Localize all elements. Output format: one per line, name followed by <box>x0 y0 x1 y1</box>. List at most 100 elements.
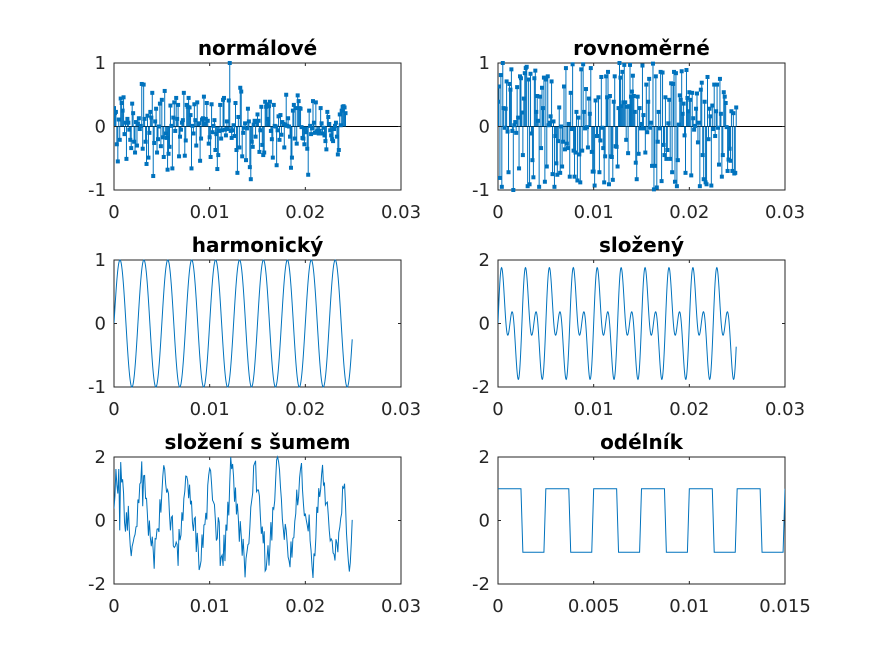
stem-marker <box>709 183 714 188</box>
stem-marker <box>647 76 652 81</box>
stem-marker <box>209 102 214 107</box>
stem-marker <box>591 169 596 174</box>
stem-marker <box>210 130 215 135</box>
stem-marker <box>164 135 169 140</box>
stem-marker <box>331 139 336 144</box>
stem-marker <box>696 120 701 125</box>
stem-marker <box>310 99 315 104</box>
stem-marker <box>730 168 735 173</box>
stem-marker <box>644 82 649 87</box>
stem-marker <box>241 130 246 135</box>
stem-marker <box>725 168 730 173</box>
subplot-title: normálové <box>198 36 317 60</box>
stem-marker <box>706 137 711 142</box>
stem-marker <box>734 105 739 110</box>
stem-marker <box>321 125 326 130</box>
stem-marker <box>162 88 167 93</box>
stem-marker <box>677 93 682 98</box>
stem-marker <box>274 163 279 168</box>
y-tick-label: 0 <box>479 117 490 138</box>
stem-marker <box>520 153 525 158</box>
stem-marker <box>607 94 612 99</box>
stem-marker <box>180 118 185 123</box>
stem-marker <box>250 144 255 149</box>
stem-marker <box>642 126 647 131</box>
stem-marker <box>226 98 231 103</box>
stem-marker <box>187 105 192 110</box>
stem-marker <box>643 150 648 155</box>
stem-marker <box>188 113 193 118</box>
stem-marker <box>529 131 534 136</box>
stem-marker <box>179 120 184 125</box>
stem-marker <box>273 124 278 129</box>
stem-marker <box>172 100 177 105</box>
stem-marker <box>128 137 133 142</box>
stem-marker <box>144 161 149 166</box>
stem-marker <box>592 183 597 188</box>
stem-marker <box>547 120 552 125</box>
stem-marker <box>507 81 512 86</box>
y-tick-label: 0 <box>95 117 106 138</box>
stem-marker <box>165 167 170 172</box>
stem-marker <box>224 119 229 124</box>
stem-marker <box>538 94 543 99</box>
stem-marker <box>114 142 119 147</box>
stem-marker <box>284 92 289 97</box>
stem-marker <box>573 150 578 155</box>
stem-marker <box>561 139 566 144</box>
subplot-title: složení s šumem <box>164 430 350 454</box>
stem-marker <box>534 109 539 114</box>
x-tick-label: 0 <box>492 202 503 223</box>
stem-marker <box>152 141 157 146</box>
stem-marker <box>326 114 331 119</box>
stem-marker <box>605 95 610 100</box>
stem-marker <box>531 175 536 180</box>
y-tick-label: -1 <box>472 180 490 201</box>
stem-marker <box>517 166 522 171</box>
stem-marker <box>316 131 321 136</box>
stem-marker <box>154 106 159 111</box>
y-tick-label: 0 <box>479 314 490 335</box>
stem-marker <box>602 180 607 185</box>
stem-marker <box>225 127 230 132</box>
subplot-title: složený <box>599 233 684 257</box>
stem-marker <box>121 95 126 100</box>
stem-marker <box>278 113 283 118</box>
stem-marker <box>118 96 123 101</box>
stem-marker <box>151 174 156 179</box>
y-tick-label: 1 <box>95 53 106 74</box>
stem-marker <box>246 119 251 124</box>
stem-marker <box>342 105 347 110</box>
x-tick-label: 0.02 <box>669 399 709 420</box>
stem-marker <box>511 188 516 192</box>
stem-marker <box>606 69 611 74</box>
stem-marker <box>206 141 211 146</box>
stem-marker <box>235 170 240 175</box>
stem-marker <box>506 170 511 175</box>
stem-marker <box>518 76 523 81</box>
stem-marker <box>335 152 340 157</box>
stem-marker <box>124 156 129 161</box>
stem-marker <box>305 146 310 151</box>
stem-marker <box>223 133 228 138</box>
stem-marker <box>704 182 709 187</box>
subplot-title: odélník <box>600 430 684 454</box>
stem-marker <box>247 165 252 170</box>
stem-marker <box>667 97 672 102</box>
axes-frame <box>113 456 402 585</box>
stem-marker <box>599 74 604 79</box>
stem-marker <box>539 146 544 151</box>
axis-ticks: 0 0.01 0.02 0.03-101 <box>88 53 421 223</box>
stem-marker <box>717 76 722 81</box>
stem-marker <box>616 106 621 111</box>
stem-marker <box>217 128 222 133</box>
stem-marker <box>723 101 728 106</box>
plot-area <box>114 61 401 182</box>
stem-marker <box>259 104 264 109</box>
stem-marker <box>145 113 150 118</box>
stem-marker <box>733 170 738 175</box>
stem-marker <box>633 160 638 165</box>
stem-marker <box>199 136 204 141</box>
stem-marker <box>665 147 670 152</box>
